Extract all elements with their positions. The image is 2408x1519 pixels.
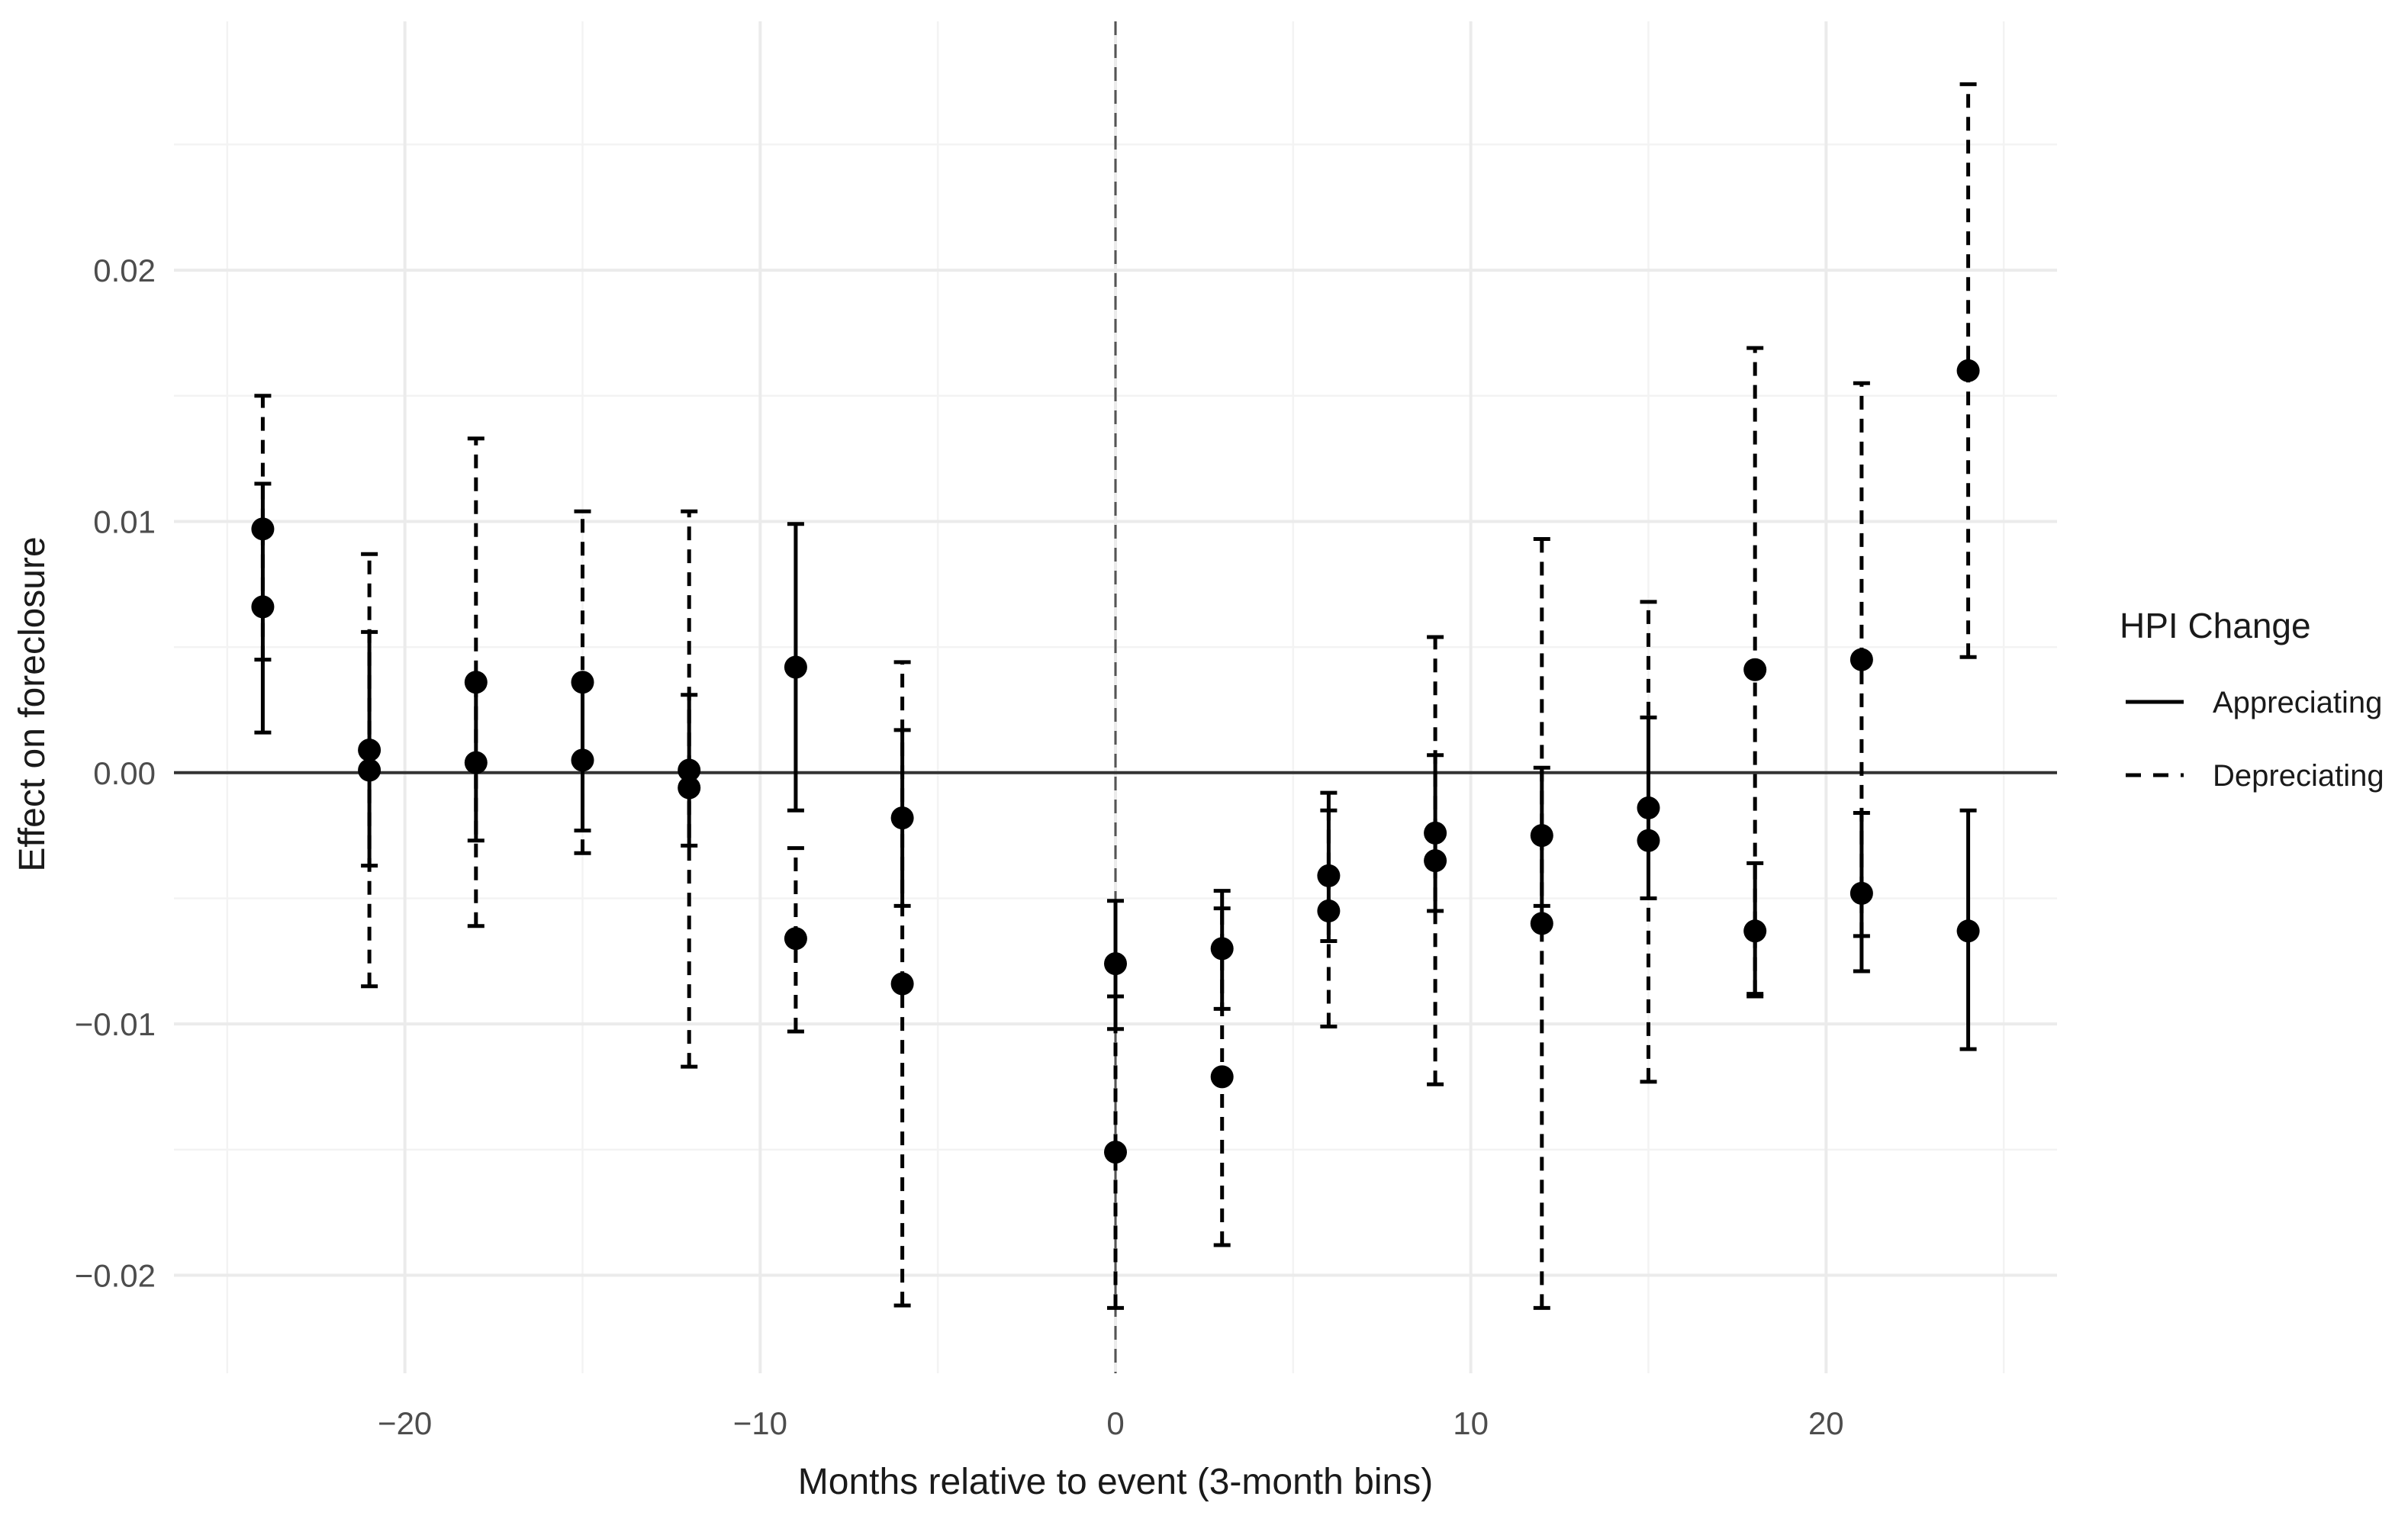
point-appreciating [1743, 919, 1767, 943]
point-appreciating [1530, 824, 1553, 848]
y-tick-label: 0.02 [93, 253, 156, 288]
point-appreciating [251, 595, 275, 619]
x-tick-labels: −20 −10 0 10 20 [378, 1405, 1844, 1441]
point-depreciating [464, 671, 488, 694]
legend-title: HPI Change [2120, 606, 2311, 645]
point-appreciating [464, 751, 488, 774]
point-appreciating [678, 758, 701, 782]
x-tick-label: 20 [1808, 1405, 1844, 1441]
point-depreciating [251, 517, 275, 541]
point-depreciating [784, 927, 807, 951]
point-depreciating [1849, 648, 1873, 671]
y-tick-label: 0.00 [93, 755, 156, 791]
point-appreciating [358, 739, 381, 762]
y-tick-label: 0.01 [93, 504, 156, 539]
point-appreciating [1424, 821, 1447, 845]
point-appreciating [1956, 919, 1980, 943]
legend: HPI Change Appreciating Depreciating [2120, 606, 2384, 793]
point-appreciating [890, 806, 914, 830]
y-tick-labels: −0.02 −0.01 0.00 0.01 0.02 [75, 253, 156, 1293]
point-depreciating [571, 671, 594, 694]
point-depreciating [1424, 849, 1447, 873]
x-tick-label: −10 [733, 1405, 787, 1441]
point-depreciating [678, 776, 701, 800]
point-appreciating [784, 655, 807, 679]
point-depreciating [1317, 899, 1341, 922]
point-depreciating [358, 758, 381, 782]
legend-label-appreciating: Appreciating [2213, 686, 2382, 719]
point-depreciating [1637, 829, 1660, 852]
legend-label-depreciating: Depreciating [2213, 759, 2384, 793]
minor-gridlines-x [226, 21, 2005, 1373]
point-appreciating [1104, 952, 1127, 976]
y-tick-label: −0.02 [75, 1258, 156, 1294]
point-appreciating [1210, 937, 1234, 961]
point-depreciating [1530, 912, 1553, 935]
x-axis-title: Months relative to event (3-month bins) [798, 1462, 1433, 1502]
points [251, 359, 1980, 1164]
point-depreciating [890, 972, 914, 996]
point-depreciating [1743, 658, 1767, 681]
point-depreciating [1210, 1065, 1234, 1089]
x-tick-label: −20 [378, 1405, 432, 1441]
point-depreciating [1956, 359, 1980, 382]
x-tick-label: 10 [1453, 1405, 1489, 1441]
point-depreciating [1104, 1141, 1127, 1164]
y-axis-title: Effect on foreclosure [12, 536, 53, 871]
point-appreciating [571, 748, 594, 772]
point-appreciating [1849, 881, 1873, 905]
point-appreciating [1637, 796, 1660, 819]
y-tick-label: −0.01 [75, 1006, 156, 1042]
x-tick-label: 0 [1106, 1405, 1124, 1441]
point-appreciating [1317, 864, 1341, 887]
